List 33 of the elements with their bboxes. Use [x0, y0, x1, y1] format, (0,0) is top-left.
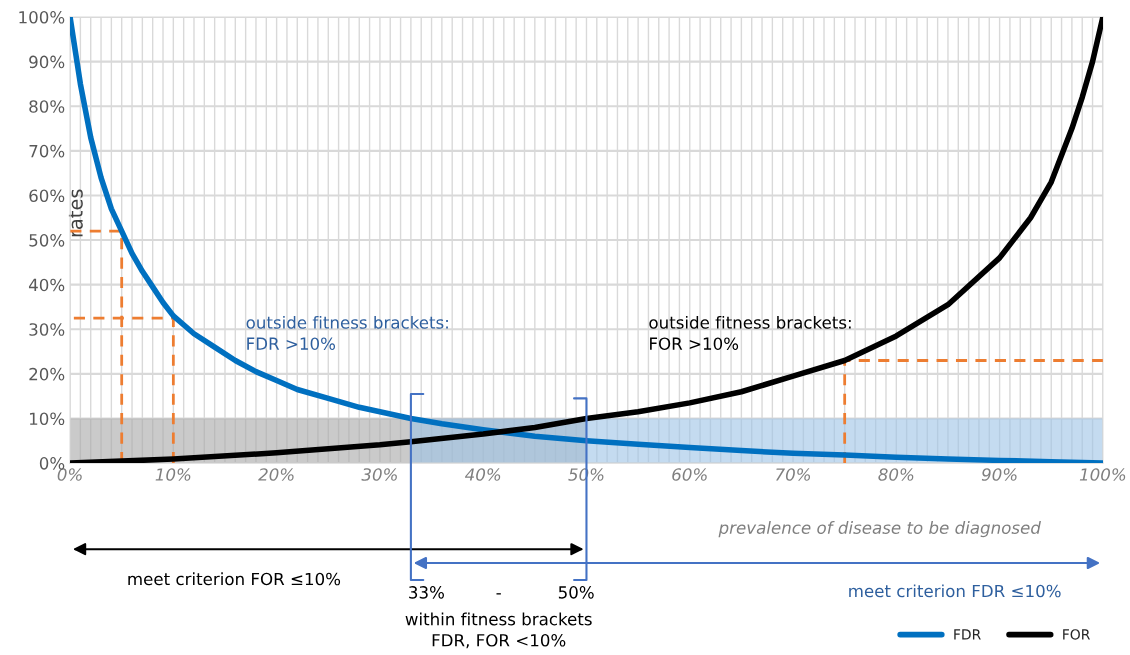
legend-label: FOR — [1063, 629, 1090, 640]
text: meet criterion FOR ≤10% — [128, 572, 341, 586]
text: within fitness brackets FDR, FOR <10% — [405, 612, 592, 649]
y-tick-label: 50% — [29, 234, 65, 247]
x-axis-title: prevalence of disease to be diagnosed — [718, 521, 1041, 538]
y-tick-label: 0% — [39, 457, 65, 470]
y-tick-label: 30% — [29, 323, 65, 336]
text: - — [496, 593, 501, 595]
x-tick-label: 40% — [464, 468, 501, 481]
annotation: outside fitness brackets: FDR >10% — [246, 315, 448, 350]
y-tick-label: 40% — [28, 278, 65, 292]
y-axis-title: rates — [68, 189, 83, 237]
x-tick-label: 10% — [155, 468, 191, 481]
x-tick-label: 0% — [57, 468, 82, 481]
x-tick-label: 20% — [258, 468, 294, 481]
x-tick-label: 70% — [776, 468, 811, 481]
legend-label: FDR — [954, 629, 981, 640]
y-tick-label: 10% — [29, 412, 65, 426]
y-tick-label: 80% — [29, 100, 65, 113]
text: meet criterion FDR ≤10% — [849, 584, 1061, 598]
y-tick-label: 60% — [29, 189, 65, 203]
x-tick-label: 80% — [878, 468, 914, 481]
y-tick-label: 20% — [29, 367, 65, 381]
x-tick-label: 30% — [361, 468, 397, 481]
y-tick-label: 70% — [29, 144, 65, 158]
y-tick-label: 90% — [29, 55, 65, 69]
x-tick-label: 60% — [672, 468, 707, 481]
y-tick-label: 100% — [19, 10, 65, 24]
text: 33% — [409, 586, 444, 599]
x-tick-label: 100% — [1079, 468, 1126, 481]
annotation: outside fitness brackets: FOR >10% — [649, 315, 851, 350]
x-tick-label: 90% — [981, 468, 1017, 481]
text: 50% — [558, 586, 594, 599]
